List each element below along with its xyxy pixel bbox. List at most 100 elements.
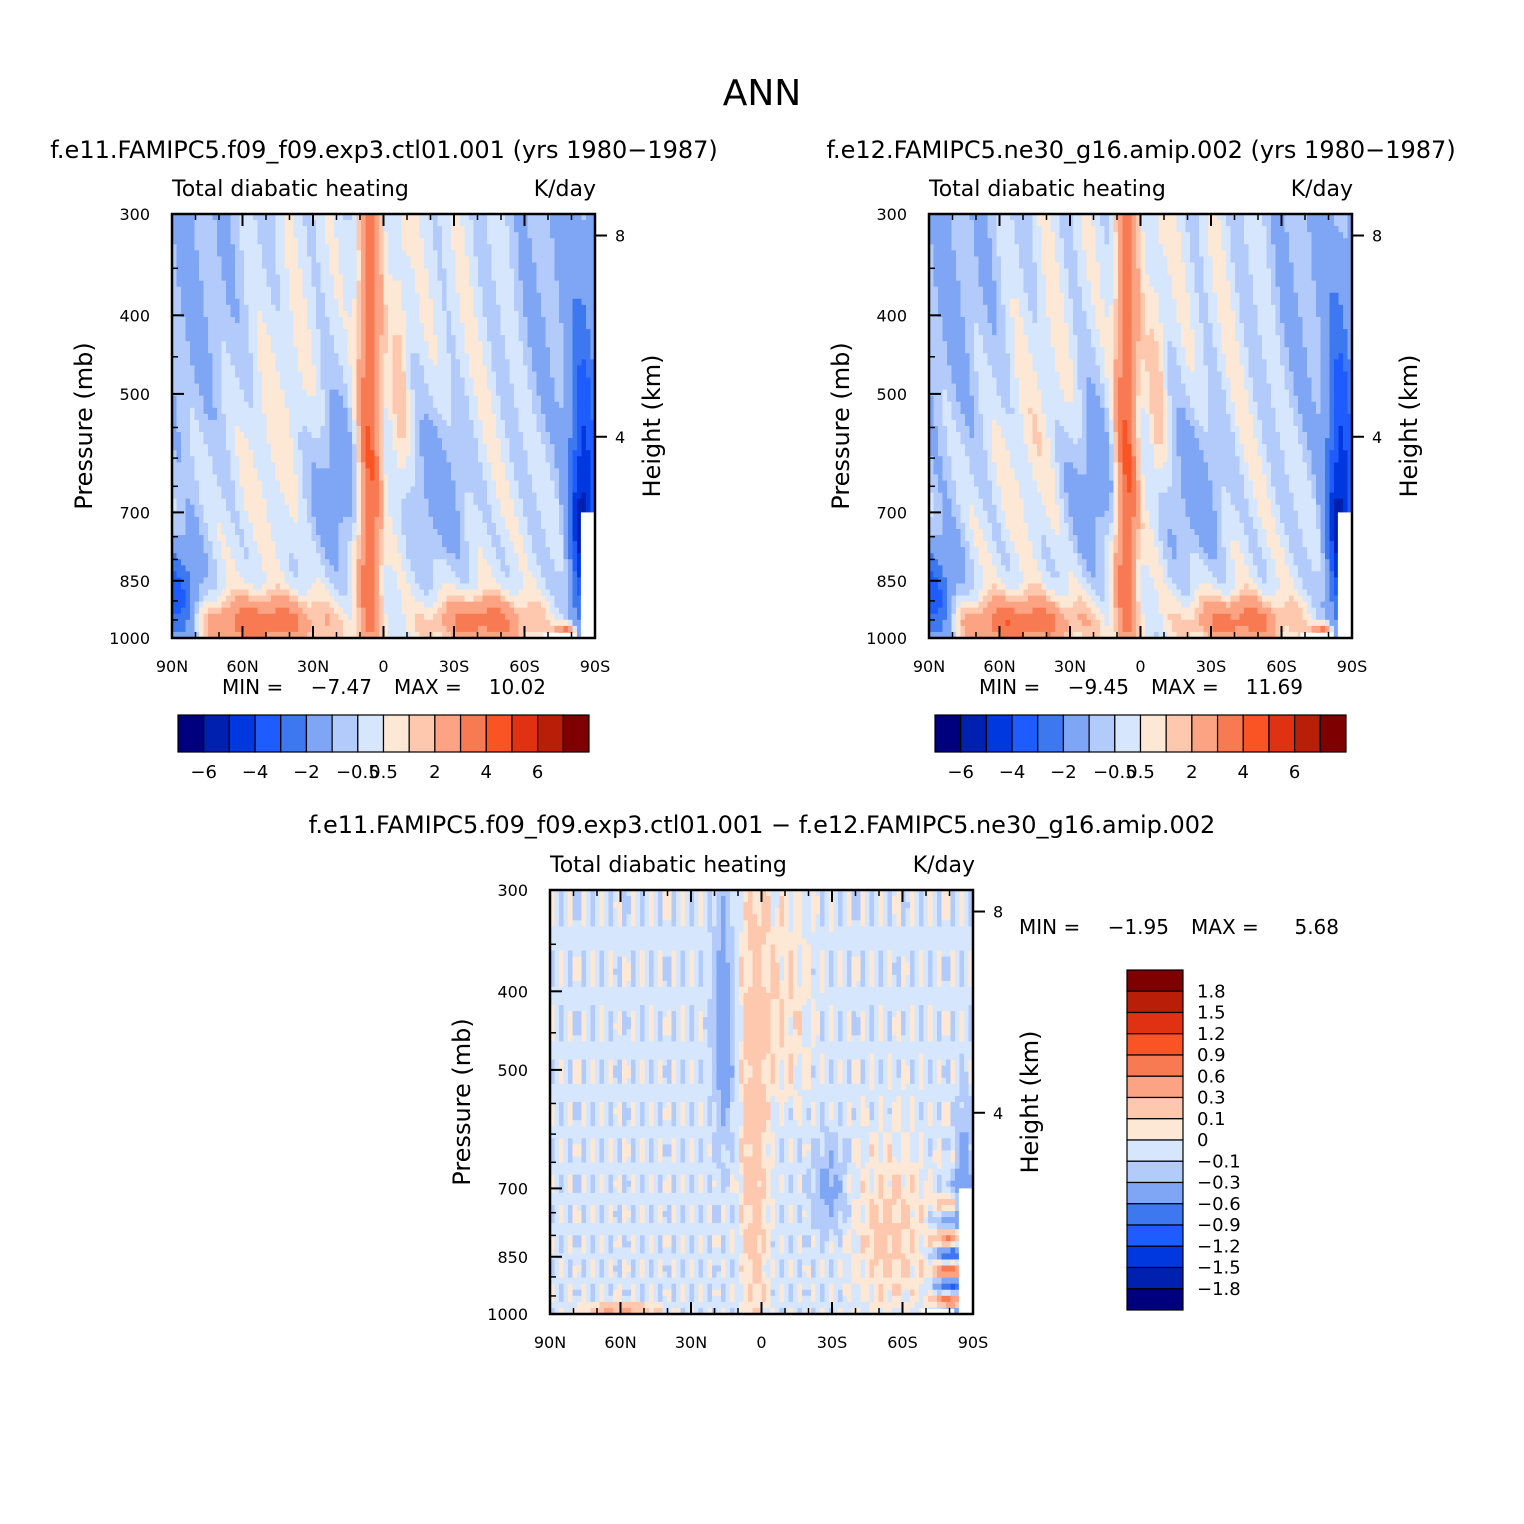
field-cell (334, 323, 340, 330)
panel-subtitle-left: Total diabatic heating (171, 177, 409, 202)
field-cell (518, 395, 524, 403)
field-cell (244, 389, 250, 397)
field-cell (212, 310, 218, 318)
field-cell (388, 280, 394, 288)
field-cell (221, 474, 227, 482)
field-cell (392, 444, 398, 451)
field-cell (230, 304, 236, 312)
field-cell (397, 419, 403, 427)
field-cell (190, 298, 196, 306)
field-cell (176, 268, 182, 276)
field-cell (361, 426, 367, 433)
field-cell (559, 238, 565, 245)
field-cell (343, 504, 349, 512)
field-cell (365, 401, 371, 409)
field-cell (523, 426, 529, 433)
field-cell (572, 522, 578, 530)
field-cell (559, 256, 565, 264)
field-cell (320, 480, 326, 488)
field-cell (280, 226, 286, 233)
field-cell (442, 468, 448, 476)
field-cell (181, 383, 187, 391)
field-cell (370, 244, 376, 251)
field-cell (496, 401, 502, 409)
field-cell (455, 220, 461, 227)
field-cell (199, 407, 205, 415)
field-cell (473, 468, 479, 476)
field-cell (266, 316, 272, 324)
field-cell (581, 359, 587, 367)
field-cell (428, 522, 434, 530)
field-cell (262, 329, 268, 336)
field-cell (532, 528, 538, 536)
field-cell (523, 383, 529, 391)
field-cell (374, 528, 380, 536)
field-cell (379, 329, 385, 336)
field-cell (199, 516, 205, 524)
field-cell (590, 286, 596, 294)
field-cell (190, 268, 196, 276)
field-cell (325, 474, 331, 482)
field-cell (293, 438, 299, 445)
field-cell (289, 432, 295, 439)
field-cell (370, 462, 376, 469)
field-cell (527, 426, 533, 433)
field-cell (500, 335, 506, 342)
field-cell (217, 401, 223, 409)
field-cell (383, 304, 389, 312)
field-cell (262, 341, 268, 348)
field-cell (505, 528, 511, 536)
field-cell (505, 268, 511, 276)
field-cell (298, 510, 304, 518)
field-cell (293, 389, 299, 397)
field-cell (203, 389, 209, 397)
field-cell (473, 214, 479, 221)
field-cell (536, 371, 542, 379)
field-cell (172, 220, 178, 227)
field-cell (316, 438, 322, 445)
field-cell (230, 280, 236, 288)
field-cell (590, 456, 596, 463)
field-cell (496, 268, 502, 276)
field-cell (284, 516, 290, 524)
field-cell (451, 522, 457, 530)
field-cell (545, 419, 551, 427)
field-cell (424, 456, 430, 463)
field-cell (514, 486, 520, 494)
field-cell (415, 310, 421, 318)
field-cell (464, 286, 470, 294)
field-cell (172, 480, 178, 488)
field-cell (532, 250, 538, 257)
field-cell (266, 214, 272, 221)
field-cell (190, 371, 196, 379)
field-cell (221, 432, 227, 439)
field-cell (473, 335, 479, 342)
field-cell (451, 323, 457, 330)
field-cell (235, 335, 241, 342)
field-cell (401, 244, 407, 251)
field-cell (365, 310, 371, 318)
field-cell (415, 486, 421, 494)
field-cell (527, 456, 533, 463)
field-cell (491, 528, 497, 536)
field-cell (199, 274, 205, 282)
field-cell (181, 280, 187, 288)
field-cell (226, 395, 232, 403)
field-cell (527, 250, 533, 257)
field-cell (433, 510, 439, 518)
field-cell (172, 474, 178, 482)
field-cell (334, 280, 340, 288)
field-cell (221, 341, 227, 348)
field-cell (320, 329, 326, 336)
field-cell (194, 335, 200, 342)
field-cell (226, 329, 232, 336)
field-cell (442, 492, 448, 500)
field-cell (203, 256, 209, 264)
field-cell (505, 462, 511, 469)
field-cell (406, 510, 412, 518)
field-cell (392, 486, 398, 494)
field-cell (347, 226, 353, 233)
field-cell (514, 286, 520, 294)
field-cell (401, 498, 407, 506)
field-cell (406, 250, 412, 257)
